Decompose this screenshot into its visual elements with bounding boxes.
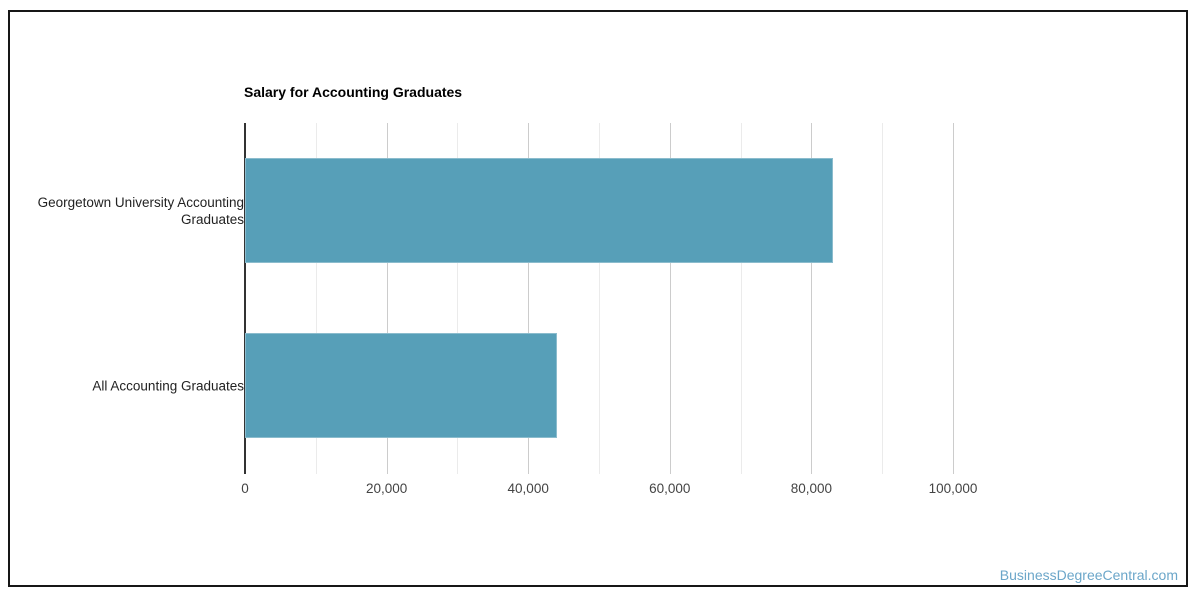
x-tick-label: 40,000	[507, 481, 549, 496]
bar	[245, 158, 833, 263]
plot-area	[244, 123, 954, 474]
category-label: All Accounting Graduates	[92, 378, 244, 393]
bar	[245, 333, 557, 438]
gridline	[315, 123, 317, 474]
gridline	[811, 123, 813, 474]
gridline	[740, 123, 742, 474]
gridline	[528, 123, 530, 474]
gridline	[457, 123, 459, 474]
chart-title: Salary for Accounting Graduates	[244, 84, 463, 100]
x-tick-label: 60,000	[649, 481, 691, 496]
gridline	[882, 123, 884, 474]
gridline	[669, 123, 671, 474]
x-tick-label: 20,000	[365, 481, 408, 496]
watermark-link[interactable]: BusinessDegreeCentral.com	[999, 567, 1178, 583]
gridline	[953, 123, 954, 474]
x-tick-label: 80,000	[790, 481, 833, 496]
x-tick-label: 0	[241, 481, 249, 496]
category-label: Georgetown University Accounting Graduat…	[37, 194, 244, 227]
x-tick-label: 100,000	[928, 481, 978, 496]
gridline	[386, 123, 388, 474]
gridline	[599, 123, 600, 474]
y-axis-line	[244, 123, 246, 474]
